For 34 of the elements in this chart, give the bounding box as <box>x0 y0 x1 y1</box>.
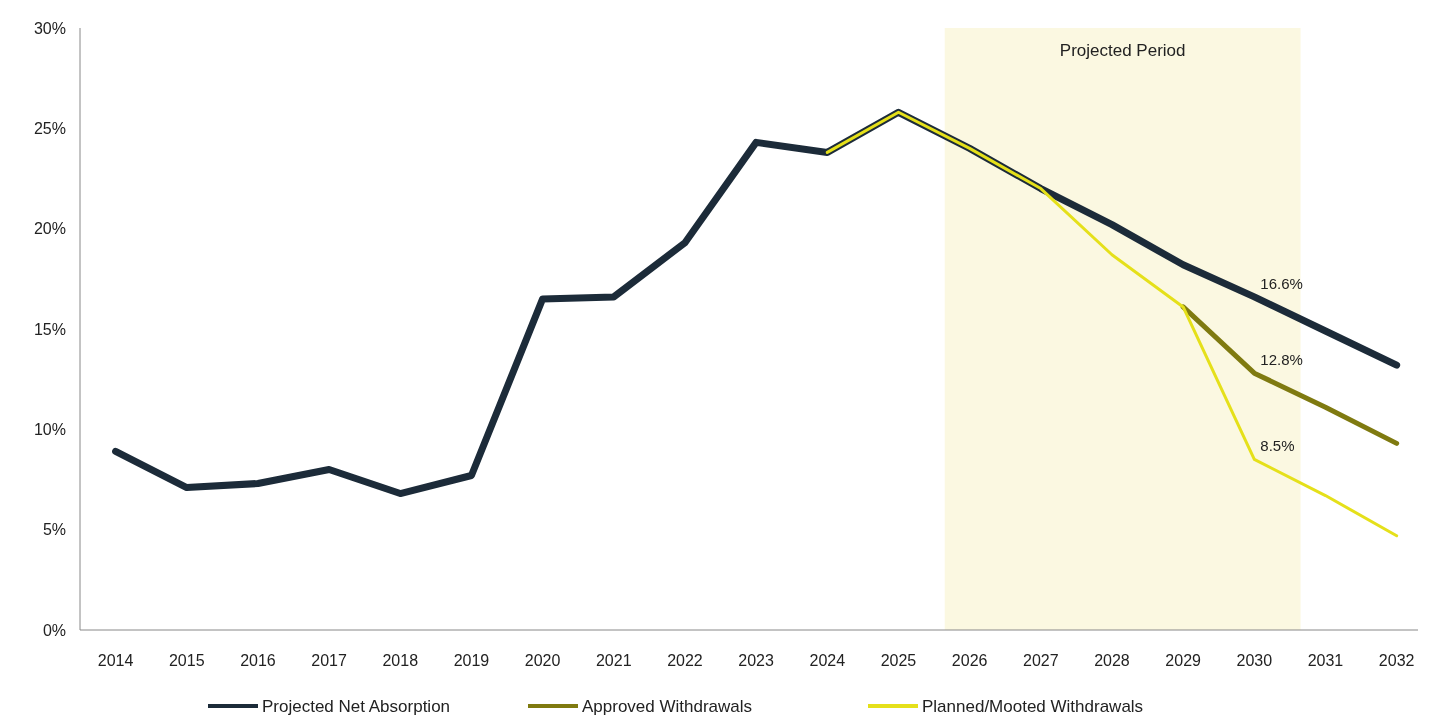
y-tick-label: 0% <box>42 621 66 639</box>
y-tick-label: 15% <box>33 320 66 338</box>
x-tick-label: 2027 <box>1023 652 1059 669</box>
x-tick-label: 2016 <box>240 652 276 669</box>
x-tick-label: 2028 <box>1094 652 1130 669</box>
x-tick-label: 2024 <box>809 652 846 669</box>
x-tick-label: 2031 <box>1307 652 1344 669</box>
x-tick-label: 2032 <box>1378 652 1415 669</box>
data-label: 16.6% <box>1260 274 1303 292</box>
x-tick-label: 2018 <box>382 652 419 669</box>
x-tick-label: 2025 <box>880 652 917 669</box>
y-tick-label: 20% <box>33 220 66 238</box>
x-tick-label: 2020 <box>524 652 561 669</box>
x-tick-label: 2017 <box>311 652 347 669</box>
y-tick-label: 25% <box>33 119 66 137</box>
data-label: 8.5% <box>1260 437 1295 455</box>
y-tick-label: 10% <box>33 420 66 438</box>
x-tick-label: 2029 <box>1165 652 1202 669</box>
x-tick-label: 2023 <box>738 652 775 669</box>
band-label: Projected Period <box>1059 41 1186 60</box>
legend-label: Projected Net Absorption <box>262 696 451 716</box>
line-series <box>825 110 1399 538</box>
x-tick-label: 2030 <box>1236 652 1273 669</box>
data-label: 12.8% <box>1260 351 1303 369</box>
x-tick-label: 2022 <box>667 652 703 669</box>
x-tick-label: 2026 <box>951 652 988 669</box>
y-tick-label: 5% <box>42 521 66 539</box>
x-tick-label: 2021 <box>595 652 632 669</box>
x-tick-label: 2014 <box>97 652 134 669</box>
x-tick-label: 2015 <box>168 652 205 669</box>
legend-label: Planned/Mooted Withdrawals <box>922 696 1144 716</box>
y-tick-label: 30% <box>33 19 66 37</box>
x-tick-label: 2019 <box>453 652 490 669</box>
legend-label: Approved Withdrawals <box>582 696 753 716</box>
